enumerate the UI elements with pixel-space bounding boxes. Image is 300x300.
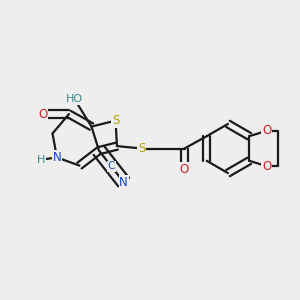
Text: HO: HO (66, 94, 83, 104)
Text: S: S (138, 142, 145, 155)
Text: S: S (112, 114, 119, 127)
Text: O: O (262, 124, 271, 137)
Text: N: N (52, 151, 62, 164)
Text: O: O (180, 163, 189, 176)
Text: C: C (108, 161, 115, 171)
Text: O: O (262, 160, 271, 173)
Text: O: O (38, 107, 47, 121)
Text: H: H (37, 154, 46, 165)
Text: N: N (119, 176, 128, 189)
